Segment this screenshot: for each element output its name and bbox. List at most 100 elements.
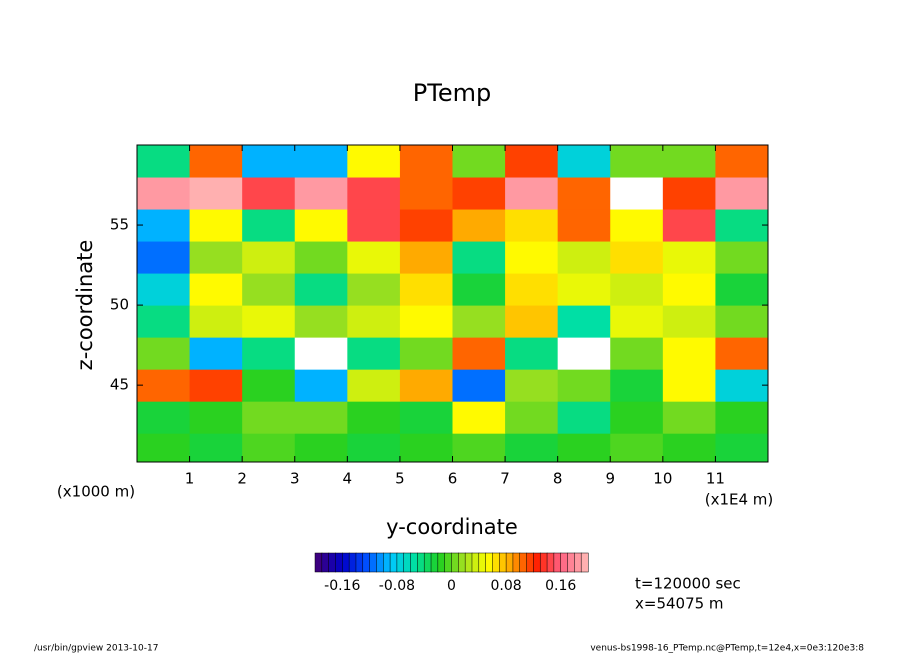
colorbar-tick-label: 0 <box>447 578 456 594</box>
chart-title: PTemp <box>413 79 491 107</box>
cell <box>347 433 401 462</box>
cell <box>189 145 243 178</box>
cell <box>715 145 768 178</box>
colorbar-cell <box>512 552 521 573</box>
colorbar-cell <box>383 552 391 573</box>
cell <box>242 241 296 274</box>
cell <box>347 305 401 338</box>
cell <box>399 177 453 210</box>
cell <box>189 273 243 306</box>
cell <box>242 433 296 462</box>
colorbar-cell <box>471 552 480 573</box>
cell <box>347 369 401 402</box>
colorbar-cell <box>478 552 487 573</box>
cell <box>294 273 348 306</box>
cell <box>137 145 191 178</box>
colorbar-cell <box>437 552 446 573</box>
x-unit-label: (x1E4 m) <box>705 491 774 509</box>
cell <box>610 273 664 306</box>
colorbar-tick-label: -0.08 <box>379 578 415 594</box>
y-tick-label: 45 <box>110 376 129 394</box>
cell <box>610 241 664 274</box>
cell <box>610 369 664 402</box>
cell <box>662 401 716 434</box>
colorbar-cell <box>560 552 569 573</box>
cell <box>505 209 559 242</box>
colorbar-cell <box>430 552 439 573</box>
colorbar-cell <box>444 552 453 573</box>
cell <box>137 337 191 370</box>
cell <box>294 241 348 274</box>
cell <box>347 145 401 178</box>
cell <box>452 145 506 178</box>
colorbar-cell <box>321 552 330 573</box>
colorbar-cell <box>546 552 555 573</box>
colorbar-cell <box>505 552 514 573</box>
colorbar-cell <box>342 552 350 573</box>
x-tick-label: 9 <box>605 470 615 488</box>
cell <box>294 433 348 462</box>
cell <box>294 177 348 210</box>
cell <box>242 273 296 306</box>
cell <box>557 401 611 434</box>
cell <box>137 273 191 306</box>
x-tick-label: 1 <box>185 470 195 488</box>
x-tick-label: 5 <box>395 470 405 488</box>
cell <box>715 369 768 402</box>
colorbar-cell <box>567 552 575 573</box>
x-tick-label: 11 <box>706 470 725 488</box>
x-tick-label: 7 <box>500 470 510 488</box>
cell <box>399 305 453 338</box>
cell <box>557 273 611 306</box>
colorbar-cell <box>355 552 364 573</box>
heatmap <box>137 145 768 462</box>
cell <box>452 401 506 434</box>
cell <box>505 177 559 210</box>
cell <box>452 177 506 210</box>
colorbar-cell <box>533 552 541 573</box>
cell <box>715 433 768 462</box>
cell <box>715 209 768 242</box>
cell <box>610 337 664 370</box>
colorbar-tick-label: 0.16 <box>545 578 576 594</box>
colorbar-tick-label: 0.08 <box>491 578 522 594</box>
cell <box>242 369 296 402</box>
cell <box>242 305 296 338</box>
cell <box>189 433 243 462</box>
cell <box>189 305 243 338</box>
cell <box>137 241 191 274</box>
cell <box>452 241 506 274</box>
cell <box>294 401 348 434</box>
cell <box>452 273 506 306</box>
cell <box>189 209 243 242</box>
cell <box>505 401 559 434</box>
y-tick-label: 50 <box>110 296 129 314</box>
cell <box>662 177 716 210</box>
cell <box>294 145 348 178</box>
cell <box>715 241 768 274</box>
cell <box>557 145 611 178</box>
cell <box>715 273 768 306</box>
cell <box>452 305 506 338</box>
cell <box>505 369 559 402</box>
colorbar-cell <box>417 552 425 573</box>
cell <box>610 433 664 462</box>
cell <box>610 305 664 338</box>
cell <box>610 177 664 210</box>
cell <box>557 305 611 338</box>
cell <box>137 209 191 242</box>
cell <box>715 401 768 434</box>
cell <box>662 145 716 178</box>
cell <box>347 273 401 306</box>
cell <box>189 241 243 274</box>
x-tick-label: 8 <box>553 470 563 488</box>
cell <box>662 241 716 274</box>
cell <box>399 241 453 274</box>
colorbar-tick-label: -0.16 <box>324 578 360 594</box>
colorbar-cell <box>403 552 412 573</box>
colorbar-cell <box>499 552 507 573</box>
cell <box>452 369 506 402</box>
colorbar-cell <box>580 552 589 573</box>
y-tick-label: 55 <box>110 216 129 234</box>
colorbar-cell <box>519 552 528 573</box>
